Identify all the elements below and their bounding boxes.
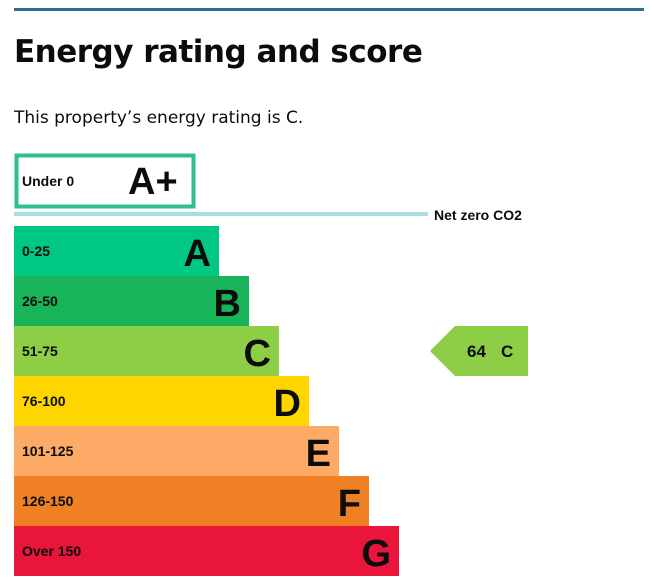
net-zero-line [14, 212, 428, 216]
top-rule [14, 8, 644, 11]
net-zero-label: Net zero CO2 [434, 207, 522, 223]
band-a-plus-range: Under 0 [22, 173, 74, 189]
band-g-bar [14, 526, 399, 576]
band-c-letter: C [244, 333, 271, 375]
band-f-bar [14, 476, 369, 526]
current-rating-score: 64 [467, 342, 486, 361]
band-g-letter: G [361, 533, 391, 575]
band-c-bar [14, 326, 279, 376]
current-rating-letter: C [501, 342, 513, 361]
page-title: Energy rating and score [14, 34, 423, 70]
band-f-letter: F [338, 483, 361, 525]
band-f-range: 126-150 [22, 493, 74, 509]
band-d-letter: D [274, 383, 301, 425]
band-b-range: 26-50 [22, 293, 58, 309]
band-b-bar [14, 276, 249, 326]
rating-sentence: This property’s energy rating is C. [14, 108, 304, 128]
band-d-range: 76-100 [22, 393, 66, 409]
band-a-plus-box [14, 153, 196, 209]
band-a-bar [14, 226, 219, 276]
band-a-range: 0-25 [22, 243, 50, 259]
band-a-letter: A [184, 233, 211, 275]
band-b-letter: B [214, 283, 241, 325]
band-c-range: 51-75 [22, 343, 58, 359]
current-rating-arrow [430, 326, 528, 376]
band-e-letter: E [306, 433, 331, 475]
band-a-plus-letter: A+ [128, 161, 178, 203]
band-d-bar [14, 376, 309, 426]
band-g-range: Over 150 [22, 543, 81, 559]
band-e-range: 101-125 [22, 443, 74, 459]
band-e-bar [14, 426, 339, 476]
